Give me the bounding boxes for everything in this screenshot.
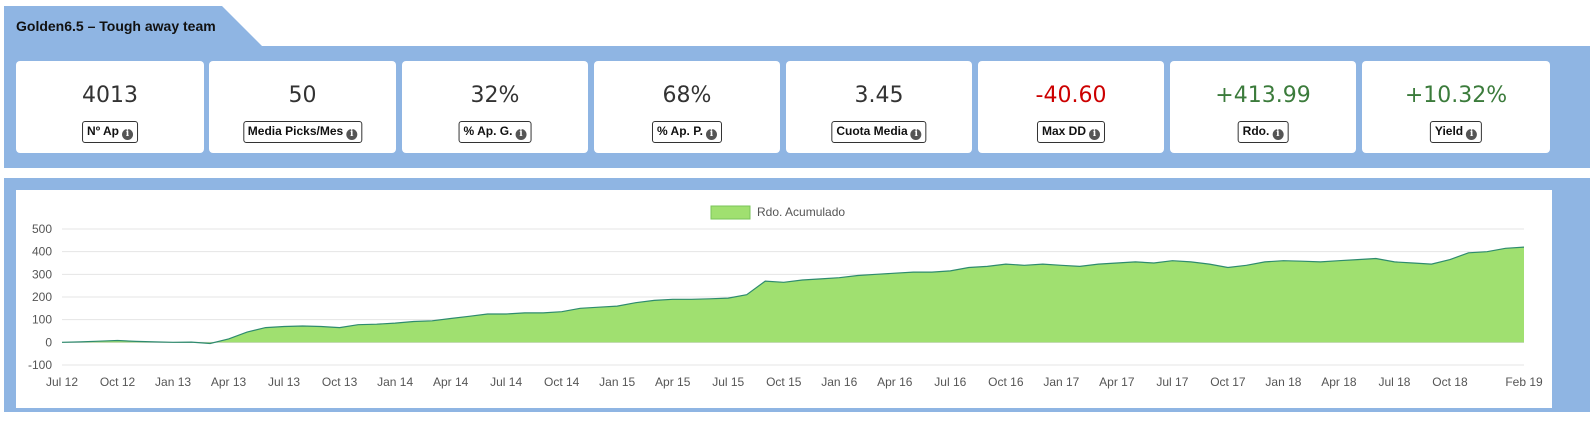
y-tick-label: 400 bbox=[32, 245, 52, 259]
header-tab-shape bbox=[4, 6, 262, 46]
stat-label-button[interactable]: % Ap. P. i bbox=[651, 121, 723, 143]
info-icon[interactable]: i bbox=[706, 129, 718, 140]
x-tick-label: Apr 14 bbox=[433, 375, 469, 389]
x-tick-label: Apr 18 bbox=[1321, 375, 1357, 389]
stat-card-avg-odds: 3.45 Cuota Media i bbox=[786, 61, 972, 153]
stat-value: 32% bbox=[470, 83, 520, 108]
y-tick-label: 500 bbox=[32, 222, 52, 236]
stat-card-pct-won: 32% % Ap. G. i bbox=[402, 61, 588, 153]
x-tick-label: Apr 13 bbox=[211, 375, 247, 389]
info-icon[interactable]: i bbox=[346, 129, 358, 140]
stat-value: 4013 bbox=[82, 83, 138, 108]
x-tick-label: Oct 18 bbox=[1432, 375, 1468, 389]
x-tick-label: Feb 19 bbox=[1505, 375, 1543, 389]
stats-panel: 4013 Nº Ap i 50 Media Picks/Mes i 32% % Ap… bbox=[4, 46, 1590, 168]
stat-label: % Ap. G. bbox=[463, 124, 513, 138]
legend-label: Rdo. Acumulado bbox=[757, 205, 845, 219]
stat-value: +413.99 bbox=[1215, 83, 1311, 108]
stat-label: Max DD bbox=[1041, 124, 1087, 138]
y-tick-label: -100 bbox=[28, 358, 52, 372]
x-tick-label: Oct 17 bbox=[1210, 375, 1246, 389]
stat-card-picks-per-month: 50 Media Picks/Mes i bbox=[209, 61, 396, 153]
chart-section: Rdo. Acumulado 500 400 300 200 100 0 -100 Jul 12… bbox=[4, 178, 1590, 412]
stat-label-button[interactable]: Yield i bbox=[1429, 121, 1483, 143]
stat-value: 3.45 bbox=[854, 83, 904, 108]
stat-card-result: +413.99 Rdo. i bbox=[1170, 61, 1356, 153]
stat-value: 68% bbox=[662, 83, 712, 108]
chart-panel: Rdo. Acumulado 500 400 300 200 100 0 -100 Jul 12… bbox=[16, 190, 1552, 408]
y-tick-label: 100 bbox=[32, 313, 52, 327]
x-tick-label: Jan 17 bbox=[1043, 375, 1079, 389]
stat-card-max-drawdown: -40.60 Max DD i bbox=[978, 61, 1164, 153]
y-tick-label: 200 bbox=[32, 290, 52, 304]
stat-label: Media Picks/Mes bbox=[247, 124, 344, 138]
stat-card-pct-lost: 68% % Ap. P. i bbox=[594, 61, 780, 153]
x-tick-label: Jul 14 bbox=[490, 375, 522, 389]
stat-label-button[interactable]: Rdo. i bbox=[1237, 121, 1289, 143]
info-icon[interactable]: i bbox=[1272, 129, 1284, 140]
stat-label: Yield bbox=[1434, 124, 1464, 138]
x-tick-label: Jan 13 bbox=[155, 375, 191, 389]
x-tick-label: Apr 17 bbox=[1099, 375, 1135, 389]
x-tick-label: Jan 14 bbox=[377, 375, 413, 389]
stat-label: % Ap. P. bbox=[656, 124, 704, 138]
legend-swatch bbox=[710, 205, 751, 220]
x-tick-label: Oct 16 bbox=[988, 375, 1024, 389]
info-icon[interactable]: i bbox=[121, 129, 133, 140]
y-tick-label: 300 bbox=[32, 267, 52, 281]
stat-value: 50 bbox=[288, 83, 317, 108]
x-tick-label: Jul 13 bbox=[268, 375, 300, 389]
info-icon[interactable]: i bbox=[515, 129, 527, 140]
x-tick-label: Apr 16 bbox=[877, 375, 913, 389]
cumulative-result-chart: Rdo. Acumulado 500 400 300 200 100 0 -100 Jul 12… bbox=[28, 205, 1543, 389]
stat-card-yield: +10.32% Yield i bbox=[1362, 61, 1550, 153]
info-icon[interactable]: i bbox=[910, 129, 922, 140]
stat-label-button[interactable]: % Ap. G. i bbox=[458, 121, 532, 143]
stat-label-button[interactable]: Max DD i bbox=[1036, 121, 1106, 143]
x-tick-label: Jan 18 bbox=[1265, 375, 1301, 389]
x-tick-label: Jul 16 bbox=[934, 375, 966, 389]
page-title: Golden6.5 – Tough away team bbox=[16, 18, 216, 34]
stat-label-button[interactable]: Media Picks/Mes i bbox=[242, 121, 363, 143]
x-tick-label: Oct 13 bbox=[322, 375, 358, 389]
series-line bbox=[61, 246, 1525, 345]
stat-value: -40.60 bbox=[1035, 83, 1107, 108]
x-tick-label: Jul 18 bbox=[1378, 375, 1410, 389]
x-tick-label: Apr 15 bbox=[655, 375, 691, 389]
stat-value: +10.32% bbox=[1404, 83, 1508, 108]
info-icon[interactable]: i bbox=[1089, 129, 1101, 140]
stat-label-button[interactable]: Cuota Media i bbox=[831, 121, 927, 143]
x-tick-label: Jul 12 bbox=[46, 375, 78, 389]
series-area bbox=[62, 247, 1524, 344]
x-tick-label: Jul 17 bbox=[1156, 375, 1188, 389]
stat-card-num-bets: 4013 Nº Ap i bbox=[16, 61, 204, 153]
y-tick-label: 0 bbox=[45, 335, 52, 349]
x-tick-label: Oct 12 bbox=[100, 375, 136, 389]
stat-label-button[interactable]: Nº Ap i bbox=[82, 121, 138, 143]
x-tick-label: Jan 15 bbox=[599, 375, 635, 389]
stat-label: Rdo. bbox=[1242, 124, 1270, 138]
x-tick-label: Jul 15 bbox=[712, 375, 744, 389]
stat-label: Cuota Media bbox=[836, 124, 908, 138]
stat-label: Nº Ap bbox=[87, 124, 119, 138]
header-tab: Golden6.5 – Tough away team bbox=[4, 6, 266, 46]
x-tick-label: Oct 14 bbox=[544, 375, 580, 389]
x-tick-label: Oct 15 bbox=[766, 375, 802, 389]
x-tick-label: Jan 16 bbox=[821, 375, 857, 389]
info-icon[interactable]: i bbox=[1466, 129, 1478, 140]
